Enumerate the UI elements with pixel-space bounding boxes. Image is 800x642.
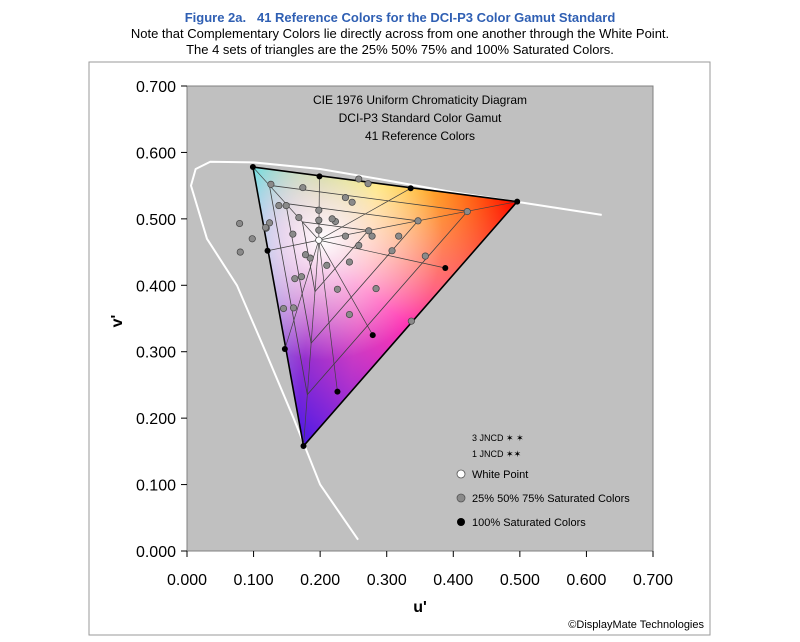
partial-saturation-point — [291, 275, 299, 283]
x-tick-label: 0.500 — [500, 572, 540, 589]
partial-saturation-point — [348, 198, 356, 206]
partial-saturation-point — [388, 247, 396, 255]
y-tick-label: 0.000 — [136, 544, 176, 561]
partial-saturation-point — [315, 206, 323, 214]
x-tick-label: 0.300 — [367, 572, 407, 589]
partial-saturation-point — [333, 285, 342, 293]
partial-saturation-point — [364, 180, 372, 188]
x-tick-label: 0.600 — [566, 572, 606, 589]
saturation-spoke — [303, 240, 320, 447]
y-axis: 0.000 0.100 0.200 0.300 0.400 0.500 0.600 0.700 — [136, 79, 187, 561]
saturation-triangle — [268, 184, 469, 396]
saturation-triangle — [285, 203, 419, 344]
partial-saturation-point — [267, 180, 275, 188]
partial-saturation-point — [355, 241, 363, 249]
full-saturation-point — [334, 388, 341, 395]
partial-saturation-point — [407, 317, 415, 325]
x-axis: 0.000 0.100 0.200 0.300 0.400 0.500 0.600 0.700 — [167, 551, 673, 589]
partial-saturation-point — [236, 248, 244, 256]
y-tick-label: 0.400 — [136, 278, 176, 295]
saturation-spoke — [267, 239, 319, 252]
y-tick-label: 0.500 — [136, 212, 176, 229]
x-tick-label: 0.400 — [433, 572, 473, 589]
full-saturation-point — [281, 346, 288, 353]
partial-saturation-point — [341, 232, 349, 240]
legend-white-point-label: White Point — [472, 469, 528, 481]
partial-saturation-point — [414, 217, 422, 225]
partial-saturation-point — [323, 261, 331, 269]
partial-saturation-point — [315, 216, 323, 224]
full-saturation-point — [369, 332, 376, 339]
partial-saturation-point — [282, 202, 290, 210]
partial-saturation-point — [262, 223, 270, 232]
y-tick-label: 0.300 — [136, 345, 176, 362]
partial-saturation-point — [368, 232, 376, 240]
chart-title-line-3: 41 Reference Colors — [365, 129, 475, 143]
y-tick-label: 0.100 — [136, 478, 176, 495]
partial-saturation-point — [248, 235, 256, 243]
partial-saturation-point — [289, 230, 297, 238]
saturation-spoke — [318, 239, 374, 336]
x-tick-label: 0.100 — [234, 572, 274, 589]
y-axis-label: v' — [109, 315, 126, 328]
legend-jncd-3: 3 JNCD ✶ ✶ — [472, 433, 524, 443]
x-tick-label: 0.700 — [633, 572, 673, 589]
legend-partial-saturation-label: 25% 50% 75% Saturated Colors — [472, 493, 630, 505]
full-saturation-point — [249, 164, 256, 171]
partial-saturation-point — [275, 202, 283, 210]
partial-saturation-point — [236, 219, 244, 228]
saturation-spoke — [318, 239, 446, 269]
chart-title-line-2: DCI-P3 Standard Color Gamut — [339, 111, 502, 125]
legend-partial-saturation-marker — [456, 493, 466, 503]
legend-full-saturation-marker — [457, 518, 465, 526]
x-tick-label: 0.000 — [167, 572, 207, 589]
legend-full-saturation-label: 100% Saturated Colors — [472, 517, 586, 529]
plot-area — [186, 85, 654, 552]
legend-white-point-marker — [456, 469, 466, 479]
saturation-spoke — [318, 240, 338, 392]
partial-saturation-point — [372, 285, 380, 293]
partial-saturation-point — [345, 310, 353, 319]
partial-saturation-point — [328, 215, 336, 223]
data-points — [236, 164, 521, 450]
saturation-spoke — [318, 187, 411, 241]
copyright-credit: ©DisplayMate Technologies — [568, 619, 704, 631]
spectral-locus — [189, 160, 602, 541]
partial-saturation-point — [395, 232, 403, 240]
legend: 3 JNCD ✶ ✶ 1 JNCD ✶✶ White Point 25% 50%… — [456, 433, 630, 529]
full-saturation-point — [300, 443, 307, 450]
full-saturation-point — [264, 247, 271, 254]
partial-saturation-point — [365, 227, 373, 235]
partial-saturation-point — [355, 175, 363, 183]
partial-saturation-point — [315, 226, 323, 234]
note-line-1: Note that Complementary Colors lie direc… — [130, 26, 670, 41]
partial-saturation-point — [297, 273, 306, 281]
partial-saturation-point — [299, 184, 307, 192]
x-axis-label: u' — [413, 599, 427, 616]
x-tick-label: 0.200 — [300, 572, 340, 589]
y-tick-label: 0.700 — [136, 79, 176, 96]
partial-saturation-point — [301, 251, 310, 259]
y-tick-label: 0.600 — [136, 145, 176, 162]
figure-header: Figure 2a. 41 Reference Colors for the D… — [0, 9, 800, 58]
chart-title-line-1: CIE 1976 Uniform Chromaticity Diagram — [313, 93, 527, 107]
figure-title: Figure 2a. 41 Reference Colors for the D… — [184, 10, 616, 25]
partial-saturation-point — [341, 194, 349, 202]
partial-saturation-point — [345, 258, 353, 266]
y-tick-label: 0.200 — [136, 411, 176, 428]
full-saturation-point — [407, 185, 414, 192]
partial-saturation-point — [279, 304, 288, 313]
partial-saturation-point — [463, 208, 471, 216]
white-point — [315, 236, 323, 244]
full-saturation-point — [316, 173, 323, 180]
partial-saturation-point — [289, 304, 298, 312]
full-saturation-point — [442, 265, 449, 272]
legend-jncd-1: 1 JNCD ✶✶ — [472, 449, 521, 459]
note-line-2: The 4 sets of triangles are the 25% 50% … — [186, 42, 614, 57]
partial-saturation-point — [295, 213, 303, 222]
partial-saturation-point — [265, 219, 274, 227]
partial-saturation-point — [421, 252, 429, 260]
full-saturation-point — [514, 198, 521, 205]
